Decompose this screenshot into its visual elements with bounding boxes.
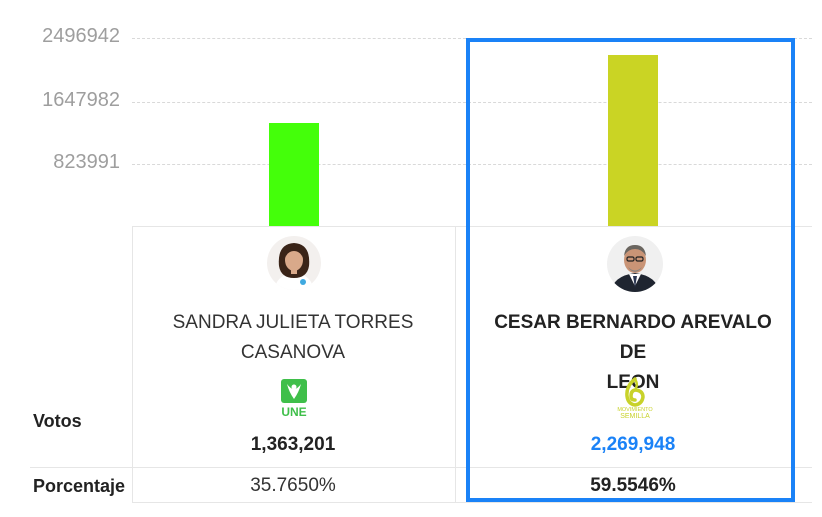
candidate-2-percentage: 59.5546% bbox=[590, 475, 676, 496]
percentage-row-label: Porcentaje bbox=[33, 476, 126, 496]
table-row-divider bbox=[30, 467, 812, 468]
table-top-border bbox=[132, 226, 812, 227]
semilla-party-logo: MOVIMIENTO SEMILLA bbox=[614, 376, 656, 420]
semilla-logo-text-2: SEMILLA bbox=[620, 413, 650, 420]
bar-candidate-2[interactable] bbox=[608, 55, 658, 226]
votes-row-label: Votos bbox=[33, 411, 82, 431]
candidate-1-name-line1: SANDRA JULIETA TORRES bbox=[172, 312, 414, 333]
table-column-divider bbox=[455, 226, 456, 502]
une-party-logo: UNE bbox=[279, 378, 309, 419]
semilla-logo-text-1: MOVIMIENTO bbox=[617, 407, 653, 413]
gridline bbox=[132, 101, 812, 103]
winner-highlight-frame bbox=[466, 38, 795, 502]
candidate-2-name-line1: CESAR BERNARDO AREVALO DE bbox=[494, 312, 772, 363]
y-tick-label: 1647982 bbox=[42, 88, 120, 111]
candidate-1-votes: 1,363,201 bbox=[250, 434, 336, 455]
table-left-border bbox=[132, 226, 133, 502]
candidate-2-avatar bbox=[607, 236, 663, 292]
candidate-1-avatar bbox=[267, 236, 321, 290]
candidate-2-votes: 2,269,948 bbox=[590, 434, 676, 455]
une-logo-text: UNE bbox=[281, 405, 306, 418]
gridline bbox=[132, 163, 812, 165]
y-tick-label: 823991 bbox=[53, 150, 120, 173]
candidate-1-name-line2: CASANOVA bbox=[240, 342, 346, 363]
candidate-1-name: SANDRA JULIETA TORRES CASANOVA bbox=[143, 308, 443, 368]
table-bottom-border bbox=[132, 502, 812, 503]
bar-candidate-1[interactable] bbox=[269, 123, 319, 226]
candidate-2-name: CESAR BERNARDO AREVALO DE LEON bbox=[483, 308, 783, 398]
candidate-1-percentage: 35.7650% bbox=[250, 475, 336, 496]
y-tick-label: 2496942 bbox=[42, 25, 120, 47]
